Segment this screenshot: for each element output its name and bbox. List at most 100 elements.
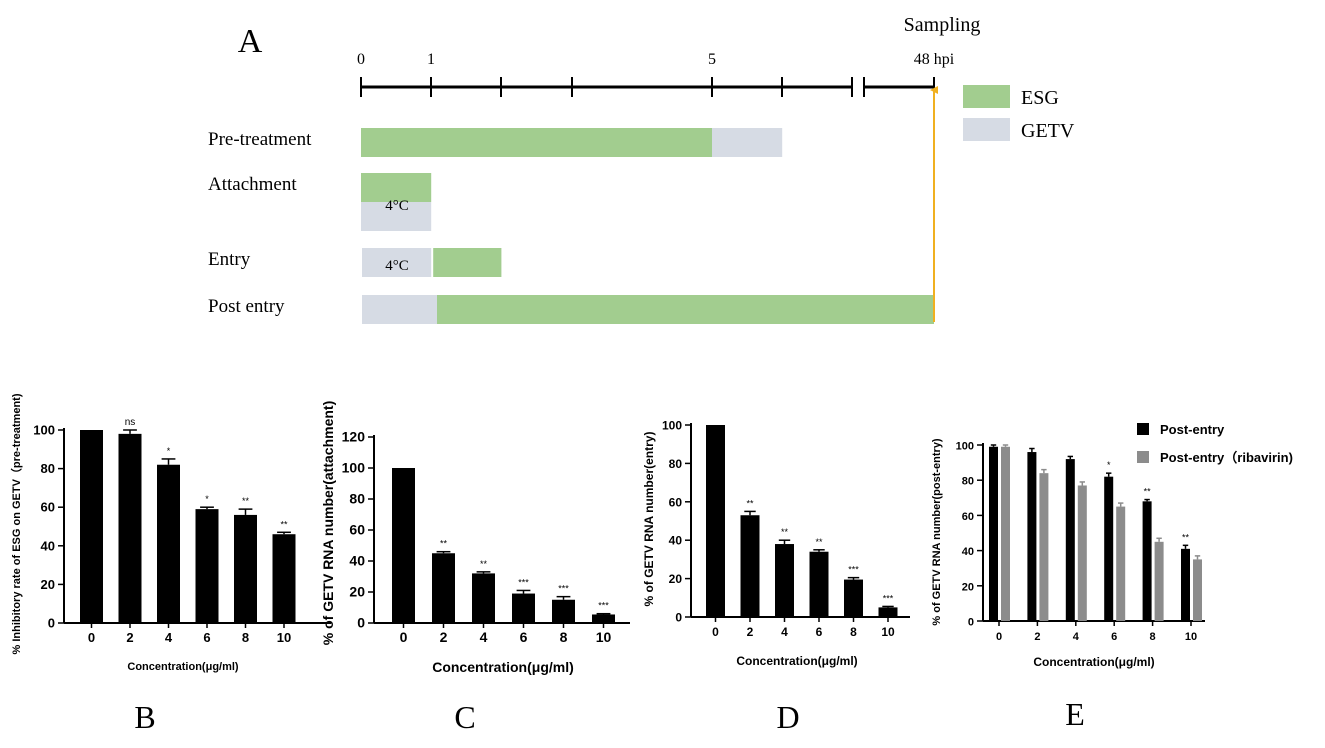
row-segment-getv [712, 128, 783, 157]
y-tick-label: 60 [669, 495, 683, 509]
y-tick-label: 0 [357, 615, 365, 631]
timeline-tick-label: 0 [357, 51, 365, 68]
x-tick-label: 8 [242, 630, 249, 645]
y-tick-label: 60 [962, 511, 974, 523]
x-tick-label: 0 [996, 631, 1002, 643]
legend-swatch [1137, 451, 1149, 463]
x-tick-label: 6 [816, 625, 823, 639]
timeline-tick-label: 1 [427, 51, 435, 68]
y-axis-label: % of GETV RNA number(post-entry) [931, 438, 943, 626]
x-tick-label: 6 [1111, 631, 1117, 643]
significance-label: ** [1144, 487, 1152, 497]
row-segment-getv [362, 248, 432, 277]
y-tick-label: 100 [662, 419, 682, 433]
panel-label: D [776, 699, 799, 735]
significance-label: * [1107, 460, 1111, 470]
significance-label: ** [815, 537, 823, 547]
significance-label: ** [440, 539, 448, 549]
x-tick-label: 8 [560, 629, 568, 645]
significance-label: ** [1182, 532, 1190, 542]
x-tick-label: 10 [277, 630, 291, 645]
x-tick-label: 4 [165, 630, 173, 645]
x-axis-label: Concentration(μg/ml) [736, 654, 857, 668]
bar [272, 534, 296, 623]
row-segment-esg [437, 295, 934, 324]
chart-c: 0 20 40 60 80 100 120 0 2 ** 4 ** 6 *** 8 *** 10 *** Conce… [320, 401, 630, 735]
significance-label: *** [848, 565, 859, 575]
x-tick-label: 4 [1073, 631, 1080, 643]
bar [1039, 473, 1049, 621]
panel-label: E [1065, 696, 1085, 732]
significance-label: * [205, 494, 209, 504]
significance-label: ns [125, 417, 136, 428]
sampling-label: Sampling [904, 14, 981, 36]
bar [1065, 459, 1075, 621]
bar [740, 515, 760, 617]
panel-a-label: A [238, 23, 263, 60]
bar [392, 468, 415, 623]
x-tick-label: 2 [126, 630, 133, 645]
x-tick-label: 8 [850, 625, 857, 639]
y-tick-label: 100 [342, 460, 366, 476]
bar [706, 425, 725, 617]
significance-label: *** [598, 601, 609, 611]
bar [989, 446, 998, 621]
panel-a-legend: ESG GETV [963, 85, 1075, 142]
chart-e: 0 20 40 60 80 100 0 2 4 6 * 8 ** 10 ** Concentration(μg… [931, 422, 1293, 732]
x-tick-label: 10 [1185, 631, 1197, 643]
bar [592, 614, 615, 623]
panel-a: A Sampling 0 1 5 48 hpi Pre-treatment Attach… [208, 14, 1075, 324]
row-segment-esg [433, 248, 502, 277]
row-label: Attachment [208, 174, 297, 195]
y-tick-label: 40 [41, 538, 55, 553]
bar [1116, 506, 1126, 621]
y-tick-label: 120 [342, 429, 366, 445]
significance-label: ** [781, 527, 789, 537]
y-tick-label: 100 [956, 441, 974, 453]
row-segment-getv [362, 295, 437, 324]
bar [1181, 548, 1190, 621]
significance-label: *** [518, 577, 529, 587]
legend-swatch-getv [963, 118, 1010, 141]
x-tick-label: 2 [747, 625, 754, 639]
bar [552, 599, 575, 623]
y-tick-label: 20 [669, 572, 683, 586]
significance-label: * [167, 446, 171, 456]
y-tick-label: 100 [33, 423, 55, 438]
bar [1154, 541, 1164, 621]
significance-label: *** [883, 593, 894, 603]
chart-d: 0 20 40 60 80 100 0 2 ** 4 ** 6 ** 8 *** 10 *** Concentra… [642, 419, 910, 735]
x-tick-label: 0 [400, 629, 408, 645]
row-label: Entry [208, 249, 251, 270]
bar [1142, 501, 1152, 621]
y-tick-label: 20 [962, 581, 974, 593]
x-axis-label: Concentration(μg/ml) [127, 661, 239, 673]
row-label: Pre-treatment [208, 129, 312, 150]
legend-swatch [1137, 423, 1149, 435]
bar [1193, 559, 1202, 621]
bar [234, 514, 257, 623]
significance-label: ** [480, 559, 488, 569]
legend-label-esg: ESG [1021, 87, 1059, 109]
chart-b: 0 20 40 60 80 100 0 2 ns 4 * 6 * 8 ** 10 ** Concentration… [10, 393, 331, 735]
bar [195, 509, 219, 623]
x-axis-label: Concentration(μg/ml) [1033, 655, 1154, 669]
legend-label-getv: GETV [1021, 120, 1075, 142]
timeline-tick-label: 48 hpi [914, 51, 955, 68]
bar [1027, 452, 1037, 621]
significance-label: *** [558, 584, 569, 594]
y-tick-label: 80 [41, 461, 55, 476]
x-tick-label: 10 [596, 629, 612, 645]
x-axis-label: Concentration(μg/ml) [432, 659, 574, 675]
treatment-rows: Pre-treatment Attachment 4°C Entry 4°C Post e… [208, 128, 934, 324]
y-tick-label: 40 [962, 546, 974, 558]
row-label: Post entry [208, 296, 285, 317]
bar [809, 551, 829, 617]
panel-label: C [454, 699, 475, 735]
row-segment-esg [361, 128, 712, 157]
bar [844, 579, 863, 617]
y-axis-label: % Inhibitory rate of ESG on GETV（pre-tre… [10, 393, 23, 654]
y-tick-label: 20 [349, 584, 365, 600]
y-axis-label: % of GETV RNA number(attachment) [320, 401, 336, 646]
